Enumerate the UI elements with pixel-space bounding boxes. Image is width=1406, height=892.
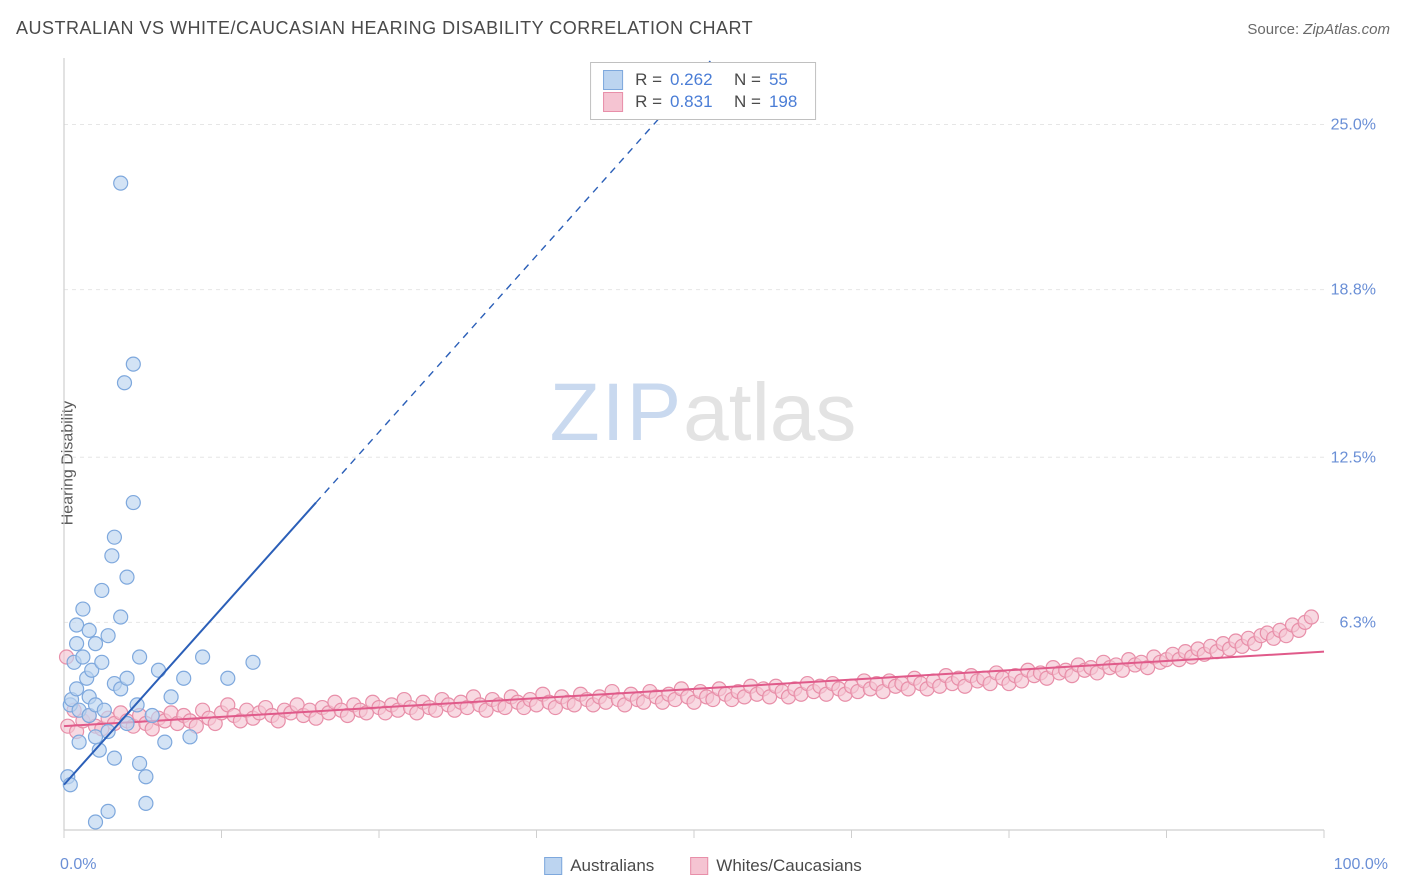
- stats-row: R = 0.831 N = 198: [603, 91, 803, 113]
- correlation-stats-box: R = 0.262 N = 55 R = 0.831 N = 198: [590, 62, 816, 120]
- chart-source: Source: ZipAtlas.com: [1247, 21, 1390, 38]
- plot-area: Hearing Disability ZIPatlas 6.3%12.5%18.…: [16, 50, 1390, 876]
- scatter-plot: 6.3% 12.5% 18.8% 25.0%: [56, 50, 1390, 876]
- stats-r-label: R =: [635, 70, 662, 90]
- svg-text:6.3%: 6.3%: [1340, 614, 1376, 631]
- source-value: ZipAtlas.com: [1303, 21, 1390, 38]
- x-axis-end-label: 100.0%: [1334, 856, 1388, 874]
- legend-label: Whites/Caucasians: [716, 856, 862, 876]
- stats-n-label: N =: [734, 92, 761, 112]
- stats-n-label: N =: [734, 70, 761, 90]
- chart-header: AUSTRALIAN VS WHITE/CAUCASIAN HEARING DI…: [16, 18, 1390, 39]
- stats-r-label: R =: [635, 92, 662, 112]
- x-axis-start-label: 0.0%: [60, 856, 96, 874]
- legend-swatch: [544, 857, 562, 875]
- stats-swatch: [603, 70, 623, 90]
- stats-n-value: 55: [769, 70, 803, 90]
- stats-n-value: 198: [769, 92, 803, 112]
- source-label: Source:: [1247, 21, 1299, 38]
- stats-r-value: 0.831: [670, 92, 722, 112]
- legend-item: Whites/Caucasians: [690, 856, 862, 876]
- stats-swatch: [603, 92, 623, 112]
- legend-item: Australians: [544, 856, 654, 876]
- svg-text:25.0%: 25.0%: [1331, 117, 1376, 134]
- chart-title: AUSTRALIAN VS WHITE/CAUCASIAN HEARING DI…: [16, 18, 753, 39]
- legend-swatch: [690, 857, 708, 875]
- legend-label: Australians: [570, 856, 654, 876]
- svg-text:18.8%: 18.8%: [1331, 282, 1376, 299]
- svg-text:12.5%: 12.5%: [1331, 449, 1376, 466]
- stats-row: R = 0.262 N = 55: [603, 69, 803, 91]
- bottom-legend: Australians Whites/Caucasians: [544, 856, 862, 876]
- stats-r-value: 0.262: [670, 70, 722, 90]
